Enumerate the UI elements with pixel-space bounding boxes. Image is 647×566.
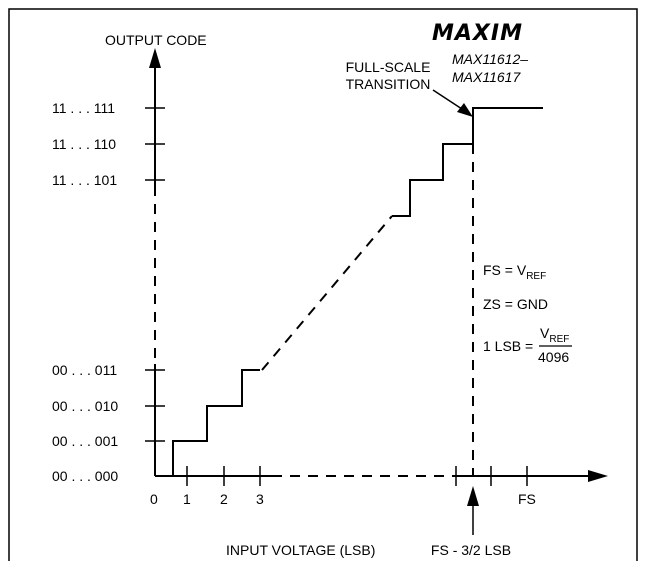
y-axis-arrowhead: [149, 48, 161, 68]
eq-lsb-num-v: V: [540, 325, 550, 341]
y-tick-label-101: 11 . . . 101: [52, 172, 117, 188]
x-tick-label-0: 0: [150, 491, 158, 507]
x-tick-label-3: 3: [256, 491, 264, 507]
x-tick-label-1: 1: [183, 491, 191, 507]
part-number-line1: MAX11612–: [452, 51, 528, 67]
fst-pointer-arrowhead: [457, 103, 473, 117]
y-tick-label-111: 11 . . . 111: [52, 100, 115, 116]
x-tick-label-2: 2: [220, 491, 228, 507]
staircase-lower: [155, 369, 260, 477]
eq-lsb-den: 4096: [538, 349, 569, 365]
y-tick-label-010: 00 . . . 010: [52, 398, 118, 414]
fst-label-line1: FULL-SCALE: [346, 59, 431, 75]
y-ticks: [145, 107, 165, 442]
eq-zs: ZS = GND: [483, 296, 548, 312]
part-number-line2: MAX11617: [452, 69, 521, 85]
eq-lsb-num-sub: REF: [549, 334, 569, 345]
y-tick-label-110: 11 . . . 110: [52, 136, 116, 152]
fst-pointer-line: [432, 89, 466, 112]
fs-minus-label: FS - 3/2 LSB: [431, 542, 511, 558]
y-tick-label-000: 00 . . . 000: [52, 468, 118, 484]
fs-minus-pointer-arrowhead: [467, 486, 479, 506]
y-tick-label-001: 00 . . . 001: [52, 433, 118, 449]
x-axis-title: INPUT VOLTAGE (LSB): [226, 542, 375, 558]
y-axis-title: OUTPUT CODE: [105, 32, 207, 48]
eq-fs-lhs: FS = V: [483, 262, 527, 278]
eq-lsb-num: VREF: [540, 325, 569, 345]
x-axis-arrowhead: [588, 470, 608, 482]
staircase-upper: [392, 107, 543, 217]
eq-fs-sub: REF: [526, 271, 546, 282]
fst-label-line2: TRANSITION: [346, 76, 431, 92]
eq-fs: FS = VREF: [483, 262, 546, 282]
x-ticks: [186, 466, 528, 486]
eq-lsb-lhs: 1 LSB =: [483, 338, 533, 354]
x-tick-label-fs: FS: [518, 491, 536, 507]
y-tick-label-011: 00 . . . 011: [52, 362, 117, 378]
maxim-logo: MAXIM: [432, 21, 523, 46]
frame-border: [8, 8, 638, 561]
staircase-dashed-diagonal: [261, 215, 393, 371]
